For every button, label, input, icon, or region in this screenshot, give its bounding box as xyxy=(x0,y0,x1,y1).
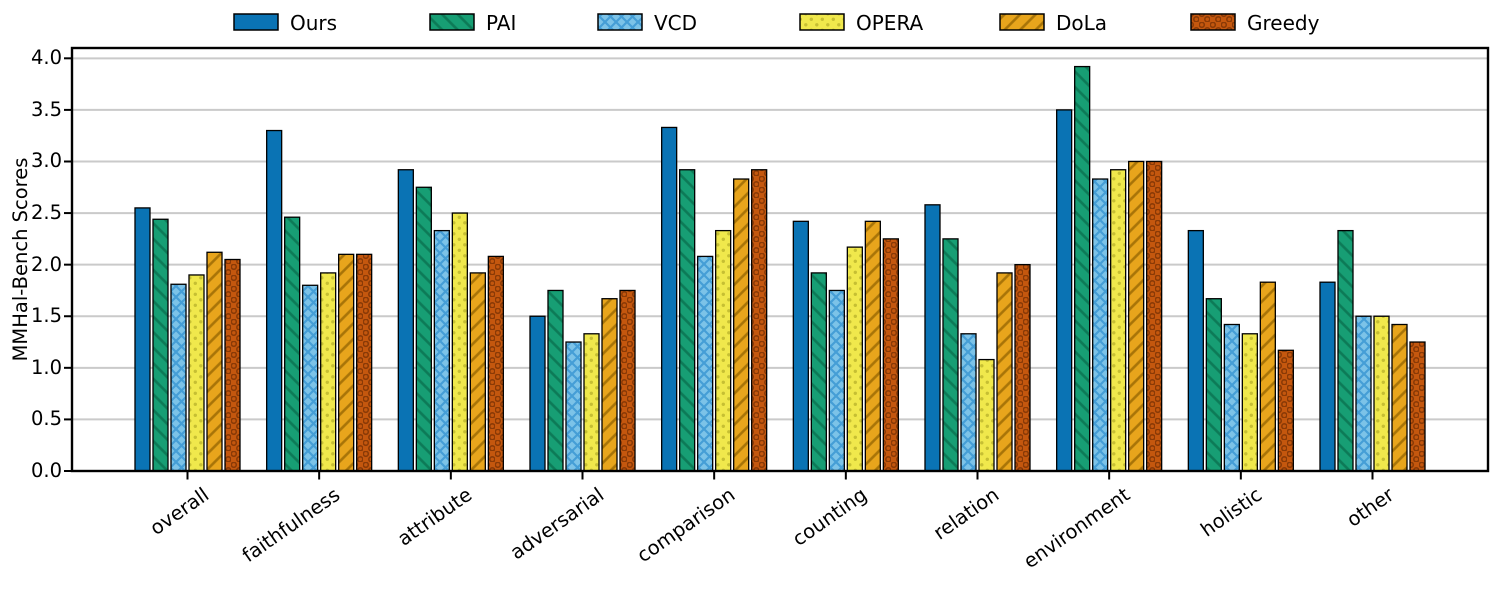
bar-hatch xyxy=(961,333,976,471)
legend-swatch-edge xyxy=(597,13,643,31)
bar-hatch xyxy=(566,342,581,471)
y-tick-label-3.0: 3.0 xyxy=(30,149,62,173)
legend-label-pai: PAI xyxy=(486,11,516,35)
bar-hatch xyxy=(225,259,240,471)
y-tick-label-3.5: 3.5 xyxy=(30,97,62,121)
bar-ours-holistic xyxy=(1188,230,1204,471)
bar-hatch xyxy=(189,274,204,471)
bar-hatch xyxy=(847,247,863,471)
bar-hatch xyxy=(302,285,318,471)
bar-ours-overall xyxy=(135,207,150,472)
bar-hatch xyxy=(943,238,958,471)
bar-hatch xyxy=(811,272,827,471)
bar-hatch xyxy=(584,333,599,471)
bar-hatch xyxy=(1146,161,1162,472)
bar-hatch xyxy=(997,272,1012,471)
bar-hatch xyxy=(883,238,899,471)
bar-hatch xyxy=(1128,161,1144,472)
bar-ours-attribute xyxy=(398,169,414,472)
legend-swatch-hatch xyxy=(1191,14,1235,30)
bar-hatch xyxy=(679,169,695,472)
bar-hatch xyxy=(1374,316,1389,471)
bar-hatch xyxy=(979,359,994,471)
bar-hatch xyxy=(470,272,486,471)
bar-ours-counting xyxy=(793,221,809,471)
legend-swatch-hatch xyxy=(598,14,642,30)
bar-hatch xyxy=(452,213,468,471)
bar-hatch xyxy=(1242,333,1258,471)
legend-swatch-hatch xyxy=(430,14,474,30)
bar-hatch xyxy=(207,252,222,471)
bar-hatch xyxy=(320,272,336,471)
bar-hatch xyxy=(751,169,767,472)
bar-hatch xyxy=(1260,282,1276,471)
bar-ours-environment xyxy=(1056,109,1072,471)
legend-label-greedy: Greedy xyxy=(1247,11,1320,35)
bar-hatch xyxy=(356,254,372,471)
legend-swatch-edge xyxy=(233,13,279,31)
legend-swatch-edge xyxy=(1190,13,1236,31)
legend-label-dola: DoLa xyxy=(1056,11,1107,35)
bar-hatch xyxy=(620,290,635,471)
legend-swatch-edge xyxy=(429,13,475,31)
bar-hatch xyxy=(284,217,300,471)
bar-hatch xyxy=(171,284,186,471)
bar-ours-relation xyxy=(925,204,940,471)
bar-hatch xyxy=(1015,264,1030,471)
legend-swatch-edge xyxy=(999,13,1045,31)
y-tick-label-1.5: 1.5 xyxy=(30,304,62,328)
legend-swatch-ours xyxy=(234,14,278,30)
bar-hatch xyxy=(153,219,168,471)
bar-hatch xyxy=(1206,298,1222,471)
bar-hatch xyxy=(1278,350,1294,471)
bar-hatch xyxy=(1074,66,1090,471)
bar-ours-adversarial xyxy=(530,316,545,471)
bar-hatch xyxy=(1410,342,1425,471)
legend-label-vcd: VCD xyxy=(654,11,697,35)
bar-hatch xyxy=(697,256,713,471)
plot-frame xyxy=(70,46,1490,473)
bar-hatch xyxy=(1392,324,1407,471)
bar-hatch xyxy=(1092,179,1108,471)
bar-hatch xyxy=(1110,169,1126,472)
bar-hatch xyxy=(1338,230,1353,471)
y-tick-label-1.0: 1.0 xyxy=(30,355,62,379)
bar-hatch xyxy=(1224,324,1240,471)
bar-hatch xyxy=(1356,316,1371,471)
bar-hatch xyxy=(829,290,845,471)
legend-swatch-hatch xyxy=(1000,14,1044,30)
y-tick-label-2.5: 2.5 xyxy=(30,201,62,225)
bar-hatch xyxy=(548,290,563,471)
bar-hatch xyxy=(733,179,749,471)
bar-hatch xyxy=(416,187,432,471)
y-tick-label-0.0: 0.0 xyxy=(30,459,62,482)
bar-ours-comparison xyxy=(661,127,677,471)
legend-swatch-edge xyxy=(799,13,845,31)
bar-hatch xyxy=(865,221,881,471)
y-tick-label-2.0: 2.0 xyxy=(30,252,62,276)
bar-hatch xyxy=(488,256,504,471)
legend-swatch-hatch xyxy=(800,14,844,30)
bar-hatch xyxy=(715,230,731,471)
y-tick-label-0.5: 0.5 xyxy=(30,407,62,431)
bar-ours-faithfulness xyxy=(266,130,282,471)
y-tick-label-4.0: 4.0 xyxy=(30,46,62,70)
legend-label-opera: OPERA xyxy=(856,11,924,35)
legend-label-ours: Ours xyxy=(290,11,337,35)
bar-hatch xyxy=(602,298,617,471)
bar-hatch xyxy=(434,230,450,471)
bar-hatch xyxy=(338,254,354,471)
bar-ours-other xyxy=(1320,282,1335,471)
